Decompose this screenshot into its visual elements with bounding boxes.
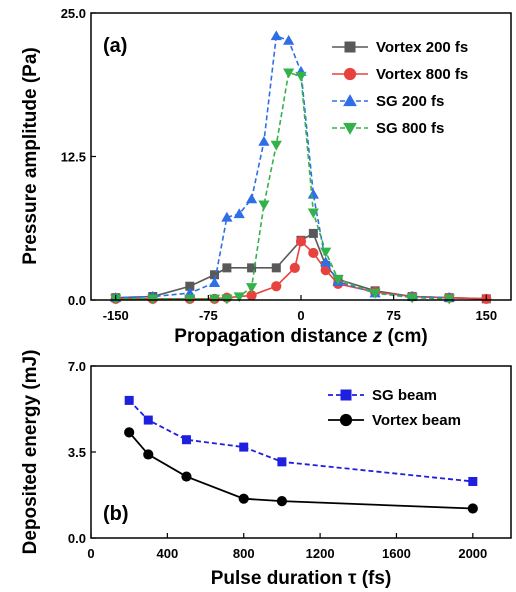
- panel-a-x-tick-label: 150: [475, 308, 497, 323]
- data-point-sg-800-fs: [233, 292, 245, 303]
- legend-label-sg-800-fs: SG 800 fs: [376, 120, 444, 137]
- data-point-sg-800-fs: [258, 200, 270, 211]
- panel-a-y-tick-label: 12.5: [61, 150, 86, 165]
- data-point-vortex-800-fs: [289, 262, 300, 273]
- data-point-vortex-beam: [143, 449, 154, 460]
- panel-b-x-tick-label: 2000: [458, 546, 487, 561]
- panel-a-plot-area: [110, 30, 492, 305]
- series-line-vortex-beam: [128, 431, 473, 510]
- panel-a-x-tick-label: -75: [199, 308, 218, 323]
- legend-marker-vortex-800-fs: [343, 67, 357, 81]
- data-point-sg-200-fs: [307, 188, 319, 199]
- data-point-sg-200-fs: [283, 34, 295, 45]
- data-point-sg-800-fs: [320, 247, 332, 258]
- panel-a-chart: -150 -75 0 75 150 0.0 12.5 25.0 (a) Propagation…: [20, 6, 512, 347]
- panel-b-plot-area: [124, 395, 478, 514]
- data-point-vortex-800-fs: [308, 247, 319, 259]
- data-point-vortex-200-fs: [308, 228, 318, 238]
- panel-b-x-tick-label: 1200: [306, 546, 335, 561]
- series-line-vortex-800-fs: [115, 239, 487, 300]
- panel-a-x-tick-label: -150: [103, 308, 129, 323]
- legend-label-vortex-200-fs: Vortex 200 fs: [376, 39, 468, 56]
- data-point-vortex-200-fs: [271, 263, 281, 273]
- data-point-sg-beam: [143, 415, 153, 425]
- data-point-sg-200-fs: [270, 30, 282, 41]
- data-point-sg-800-fs: [406, 293, 418, 304]
- panel-b-legend: SG beam Vortex beam: [328, 387, 461, 429]
- panel-a-label: (a): [103, 35, 127, 57]
- panel-b-x-tick-label: 0: [87, 546, 94, 561]
- panel-b-x-tick-label: 1600: [382, 546, 411, 561]
- panel-b-y-tick-label: 3.5: [68, 445, 86, 460]
- data-point-vortex-200-fs: [247, 263, 257, 273]
- panel-b-chart: 0 400 800 1200 1600 2000 0.0 3.5 7.0 (b) Pulse d…: [20, 350, 512, 589]
- panel-a-y-axis-label: Pressure amplitude (Pa): [20, 47, 41, 265]
- series-line-sg-beam: [128, 399, 473, 483]
- data-point-sg-beam: [239, 442, 249, 452]
- panel-a-frame: [90, 12, 512, 301]
- panel-b-ticks: 0 400 800 1200 1600 2000 0.0 3.5 7.0: [68, 359, 487, 561]
- data-point-vortex-200-fs: [210, 270, 220, 280]
- data-point-vortex-800-fs: [246, 290, 257, 301]
- data-point-sg-800-fs: [295, 71, 307, 82]
- panel-a-x-axis-label: Propagation distance z (cm): [174, 326, 427, 347]
- panel-b-label: (b): [103, 503, 129, 525]
- data-point-vortex-beam: [181, 471, 192, 482]
- data-point-sg-200-fs: [208, 277, 221, 287]
- panel-a-legend: Vortex 200 fs Vortex 800 fs SG 200 fs SG 80…: [332, 39, 468, 137]
- data-point-sg-200-fs: [258, 135, 270, 146]
- data-point-vortex-beam: [467, 503, 478, 514]
- legend-marker-sg-beam: [340, 389, 352, 401]
- legend-label-sg-beam: SG beam: [372, 387, 437, 404]
- data-point-vortex-800-fs: [271, 281, 282, 292]
- data-point-vortex-beam: [276, 496, 288, 507]
- data-point-vortex-beam: [238, 493, 249, 504]
- legend-marker-sg-800-fs: [343, 122, 357, 135]
- data-point-sg-800-fs: [369, 288, 381, 299]
- data-point-sg-800-fs: [245, 283, 258, 293]
- data-point-sg-800-fs: [332, 275, 344, 285]
- panel-a-x-tick-label: 75: [386, 308, 400, 323]
- data-point-sg-800-fs: [307, 208, 319, 219]
- data-point-sg-beam: [468, 476, 478, 486]
- data-point-vortex-200-fs: [185, 281, 195, 291]
- data-point-sg-800-fs: [283, 68, 295, 79]
- panel-b-y-tick-label: 0.0: [68, 531, 86, 546]
- data-point-vortex-800-fs: [295, 236, 307, 247]
- data-point-sg-200-fs: [233, 208, 245, 219]
- data-point-sg-800-fs: [270, 140, 282, 151]
- legend-marker-sg-200-fs: [343, 94, 357, 107]
- data-point-sg-200-fs: [320, 256, 332, 267]
- legend-label-vortex-beam: Vortex beam: [372, 412, 461, 429]
- panel-b-x-axis-label: Pulse duration τ (fs): [211, 568, 392, 589]
- panel-a-x-tick-label: 0: [297, 308, 304, 323]
- panel-b-x-tick-label: 800: [233, 546, 255, 561]
- legend-marker-vortex-beam: [339, 413, 353, 427]
- data-point-vortex-200-fs: [222, 263, 232, 273]
- panel-b-x-tick-label: 400: [157, 546, 179, 561]
- panel-b-y-axis-label: Deposited energy (mJ): [20, 350, 41, 555]
- panel-a-y-tick-label: 0.0: [68, 293, 86, 308]
- legend-label-vortex-800-fs: Vortex 800 fs: [376, 66, 468, 83]
- panel-a-y-tick-label: 25.0: [61, 6, 86, 21]
- legend-label-sg-200-fs: SG 200 fs: [376, 93, 444, 110]
- data-point-sg-beam: [181, 435, 191, 445]
- data-point-sg-200-fs: [221, 211, 233, 222]
- legend-marker-vortex-200-fs: [344, 41, 356, 53]
- data-point-sg-200-fs: [245, 193, 258, 204]
- data-point-sg-beam: [124, 395, 134, 405]
- data-point-vortex-beam: [124, 427, 135, 438]
- data-point-sg-beam: [277, 457, 287, 467]
- panel-b-frame: [90, 365, 512, 539]
- panel-b-y-tick-label: 7.0: [68, 359, 86, 374]
- panel-a-ticks: -150 -75 0 75 150 0.0 12.5 25.0: [61, 6, 497, 323]
